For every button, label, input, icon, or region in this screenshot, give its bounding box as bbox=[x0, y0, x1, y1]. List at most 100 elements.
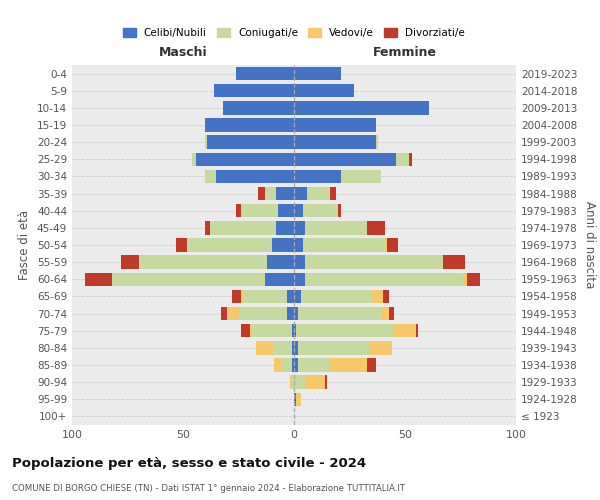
Bar bbox=[376, 136, 379, 149]
Bar bbox=[292, 341, 294, 354]
Bar bbox=[294, 170, 341, 183]
Bar bbox=[296, 392, 301, 406]
Bar bbox=[294, 238, 303, 252]
Bar bbox=[205, 170, 217, 183]
Bar bbox=[274, 358, 281, 372]
Bar bbox=[278, 204, 294, 218]
Bar bbox=[227, 307, 239, 320]
Bar bbox=[241, 290, 243, 303]
Bar bbox=[259, 187, 265, 200]
Bar bbox=[236, 67, 294, 80]
Bar bbox=[139, 256, 268, 269]
Bar bbox=[338, 204, 341, 218]
Bar bbox=[294, 392, 296, 406]
Bar bbox=[296, 324, 394, 338]
Bar bbox=[276, 221, 294, 234]
Bar bbox=[294, 152, 396, 166]
Bar bbox=[221, 307, 227, 320]
Bar bbox=[176, 238, 187, 252]
Bar bbox=[305, 221, 367, 234]
Bar bbox=[294, 118, 376, 132]
Bar bbox=[281, 358, 292, 372]
Bar bbox=[268, 256, 294, 269]
Bar bbox=[256, 341, 274, 354]
Bar bbox=[463, 272, 467, 286]
Bar bbox=[294, 256, 305, 269]
Bar bbox=[243, 290, 287, 303]
Bar bbox=[305, 256, 443, 269]
Bar bbox=[112, 272, 265, 286]
Bar bbox=[236, 204, 241, 218]
Bar bbox=[208, 136, 294, 149]
Bar bbox=[307, 187, 329, 200]
Bar bbox=[238, 307, 287, 320]
Bar bbox=[294, 290, 301, 303]
Bar bbox=[294, 358, 298, 372]
Bar bbox=[341, 170, 380, 183]
Bar bbox=[385, 238, 387, 252]
Bar bbox=[294, 136, 376, 149]
Bar bbox=[467, 272, 481, 286]
Bar bbox=[294, 307, 298, 320]
Bar bbox=[294, 376, 305, 389]
Bar bbox=[367, 358, 376, 372]
Bar bbox=[205, 118, 294, 132]
Bar bbox=[305, 376, 325, 389]
Bar bbox=[223, 101, 294, 114]
Bar bbox=[85, 272, 112, 286]
Bar bbox=[232, 290, 241, 303]
Bar bbox=[287, 307, 294, 320]
Bar bbox=[287, 290, 294, 303]
Y-axis label: Fasce di età: Fasce di età bbox=[19, 210, 31, 280]
Bar bbox=[250, 324, 252, 338]
Bar bbox=[294, 84, 354, 98]
Bar bbox=[241, 324, 250, 338]
Bar bbox=[294, 204, 303, 218]
Bar bbox=[292, 324, 294, 338]
Bar bbox=[303, 204, 338, 218]
Bar bbox=[325, 376, 328, 389]
Bar bbox=[387, 238, 398, 252]
Bar bbox=[209, 221, 276, 234]
Legend: Celibi/Nubili, Coniugati/e, Vedovi/e, Divorziati/e: Celibi/Nubili, Coniugati/e, Vedovi/e, Di… bbox=[119, 24, 469, 42]
Y-axis label: Anni di nascita: Anni di nascita bbox=[583, 202, 596, 288]
Bar bbox=[416, 324, 418, 338]
Bar bbox=[294, 272, 305, 286]
Bar bbox=[329, 358, 367, 372]
Bar bbox=[294, 341, 298, 354]
Bar bbox=[301, 290, 372, 303]
Bar bbox=[396, 152, 409, 166]
Bar bbox=[380, 307, 389, 320]
Bar bbox=[389, 307, 394, 320]
Bar bbox=[329, 187, 336, 200]
Bar bbox=[294, 101, 430, 114]
Bar bbox=[394, 324, 416, 338]
Bar bbox=[187, 238, 272, 252]
Bar bbox=[276, 187, 294, 200]
Bar bbox=[367, 221, 385, 234]
Bar bbox=[292, 376, 294, 389]
Bar bbox=[214, 84, 294, 98]
Bar bbox=[205, 136, 208, 149]
Bar bbox=[305, 272, 463, 286]
Bar bbox=[298, 307, 380, 320]
Text: Femmine: Femmine bbox=[373, 46, 437, 59]
Bar bbox=[409, 152, 412, 166]
Bar bbox=[196, 152, 294, 166]
Bar bbox=[252, 324, 292, 338]
Text: Maschi: Maschi bbox=[158, 46, 208, 59]
Bar bbox=[121, 256, 139, 269]
Bar bbox=[303, 238, 385, 252]
Bar bbox=[298, 341, 370, 354]
Bar bbox=[274, 341, 292, 354]
Bar bbox=[292, 358, 294, 372]
Bar bbox=[241, 204, 278, 218]
Bar bbox=[383, 290, 389, 303]
Bar bbox=[265, 272, 294, 286]
Text: COMUNE DI BORGO CHIESE (TN) - Dati ISTAT 1° gennaio 2024 - Elaborazione TUTTITAL: COMUNE DI BORGO CHIESE (TN) - Dati ISTAT… bbox=[12, 484, 405, 493]
Bar bbox=[290, 376, 292, 389]
Bar bbox=[272, 238, 294, 252]
Bar bbox=[265, 187, 276, 200]
Text: Popolazione per età, sesso e stato civile - 2024: Popolazione per età, sesso e stato civil… bbox=[12, 458, 366, 470]
Bar bbox=[294, 67, 341, 80]
